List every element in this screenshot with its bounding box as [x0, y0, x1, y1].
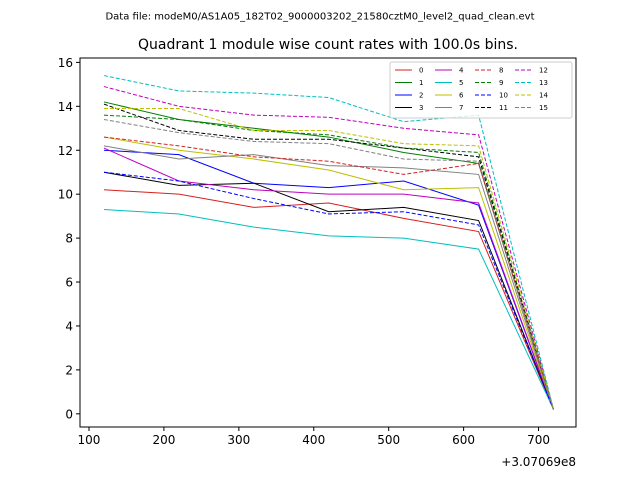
series-line-10 [103, 171, 554, 410]
legend-label-12: 12 [539, 67, 548, 75]
y-tick-label: 0 [65, 407, 73, 421]
legend-label-10: 10 [499, 92, 508, 100]
y-tick-label: 6 [65, 276, 73, 290]
series-line-0 [103, 189, 554, 410]
y-tick-label: 8 [65, 232, 73, 246]
series-line-14 [103, 108, 555, 410]
series-line-12 [103, 86, 555, 410]
legend-label-1: 1 [419, 79, 423, 87]
series-line-2 [103, 149, 554, 410]
x-tick-label: 700 [527, 433, 550, 447]
legend-label-13: 13 [539, 79, 548, 87]
series-line-8 [103, 136, 554, 410]
y-tick-label: 12 [58, 144, 73, 158]
x-tick-label: 400 [302, 433, 325, 447]
plot-area: 100 200 300 400 500 600 7000246810121416012345… [58, 56, 577, 447]
legend-frame [389, 61, 573, 119]
chart-title: Quadrant 1 module wise count rates with … [138, 37, 518, 53]
x-tick-label: 600 [452, 433, 475, 447]
series-line-3 [103, 171, 554, 410]
series-line-6 [103, 136, 554, 410]
legend-label-0: 0 [419, 67, 423, 75]
legend-label-7: 7 [459, 104, 463, 112]
series-line-5 [103, 209, 554, 410]
x-tick-label: 500 [377, 433, 400, 447]
x-tick-label: 300 [227, 433, 250, 447]
y-tick-label: 14 [58, 100, 73, 114]
series-line-9 [103, 114, 555, 410]
series-line-11 [103, 103, 554, 410]
series-line-7 [103, 145, 554, 410]
y-tick-label: 10 [58, 188, 73, 202]
legend-label-6: 6 [459, 92, 464, 100]
chart-suptitle: Data file: modeM0/AS1A05_182T02_90000032… [105, 12, 534, 23]
legend-label-2: 2 [419, 92, 423, 100]
legend-label-15: 15 [539, 104, 548, 112]
legend-label-5: 5 [459, 79, 463, 87]
axes-frame [79, 57, 577, 428]
x-offset-label: +3.07069e8 [501, 455, 576, 469]
x-tick-label: 100 [78, 433, 101, 447]
legend-label-11: 11 [499, 104, 508, 112]
y-tick-label: 2 [65, 363, 73, 377]
legend-label-3: 3 [419, 104, 423, 112]
y-tick-label: 4 [65, 319, 73, 333]
legend-label-4: 4 [459, 67, 464, 75]
legend-label-9: 9 [499, 79, 503, 87]
y-tick-label: 16 [58, 56, 73, 70]
legend-label-14: 14 [539, 92, 548, 100]
x-tick-label: 200 [152, 433, 175, 447]
legend-label-8: 8 [499, 67, 503, 75]
